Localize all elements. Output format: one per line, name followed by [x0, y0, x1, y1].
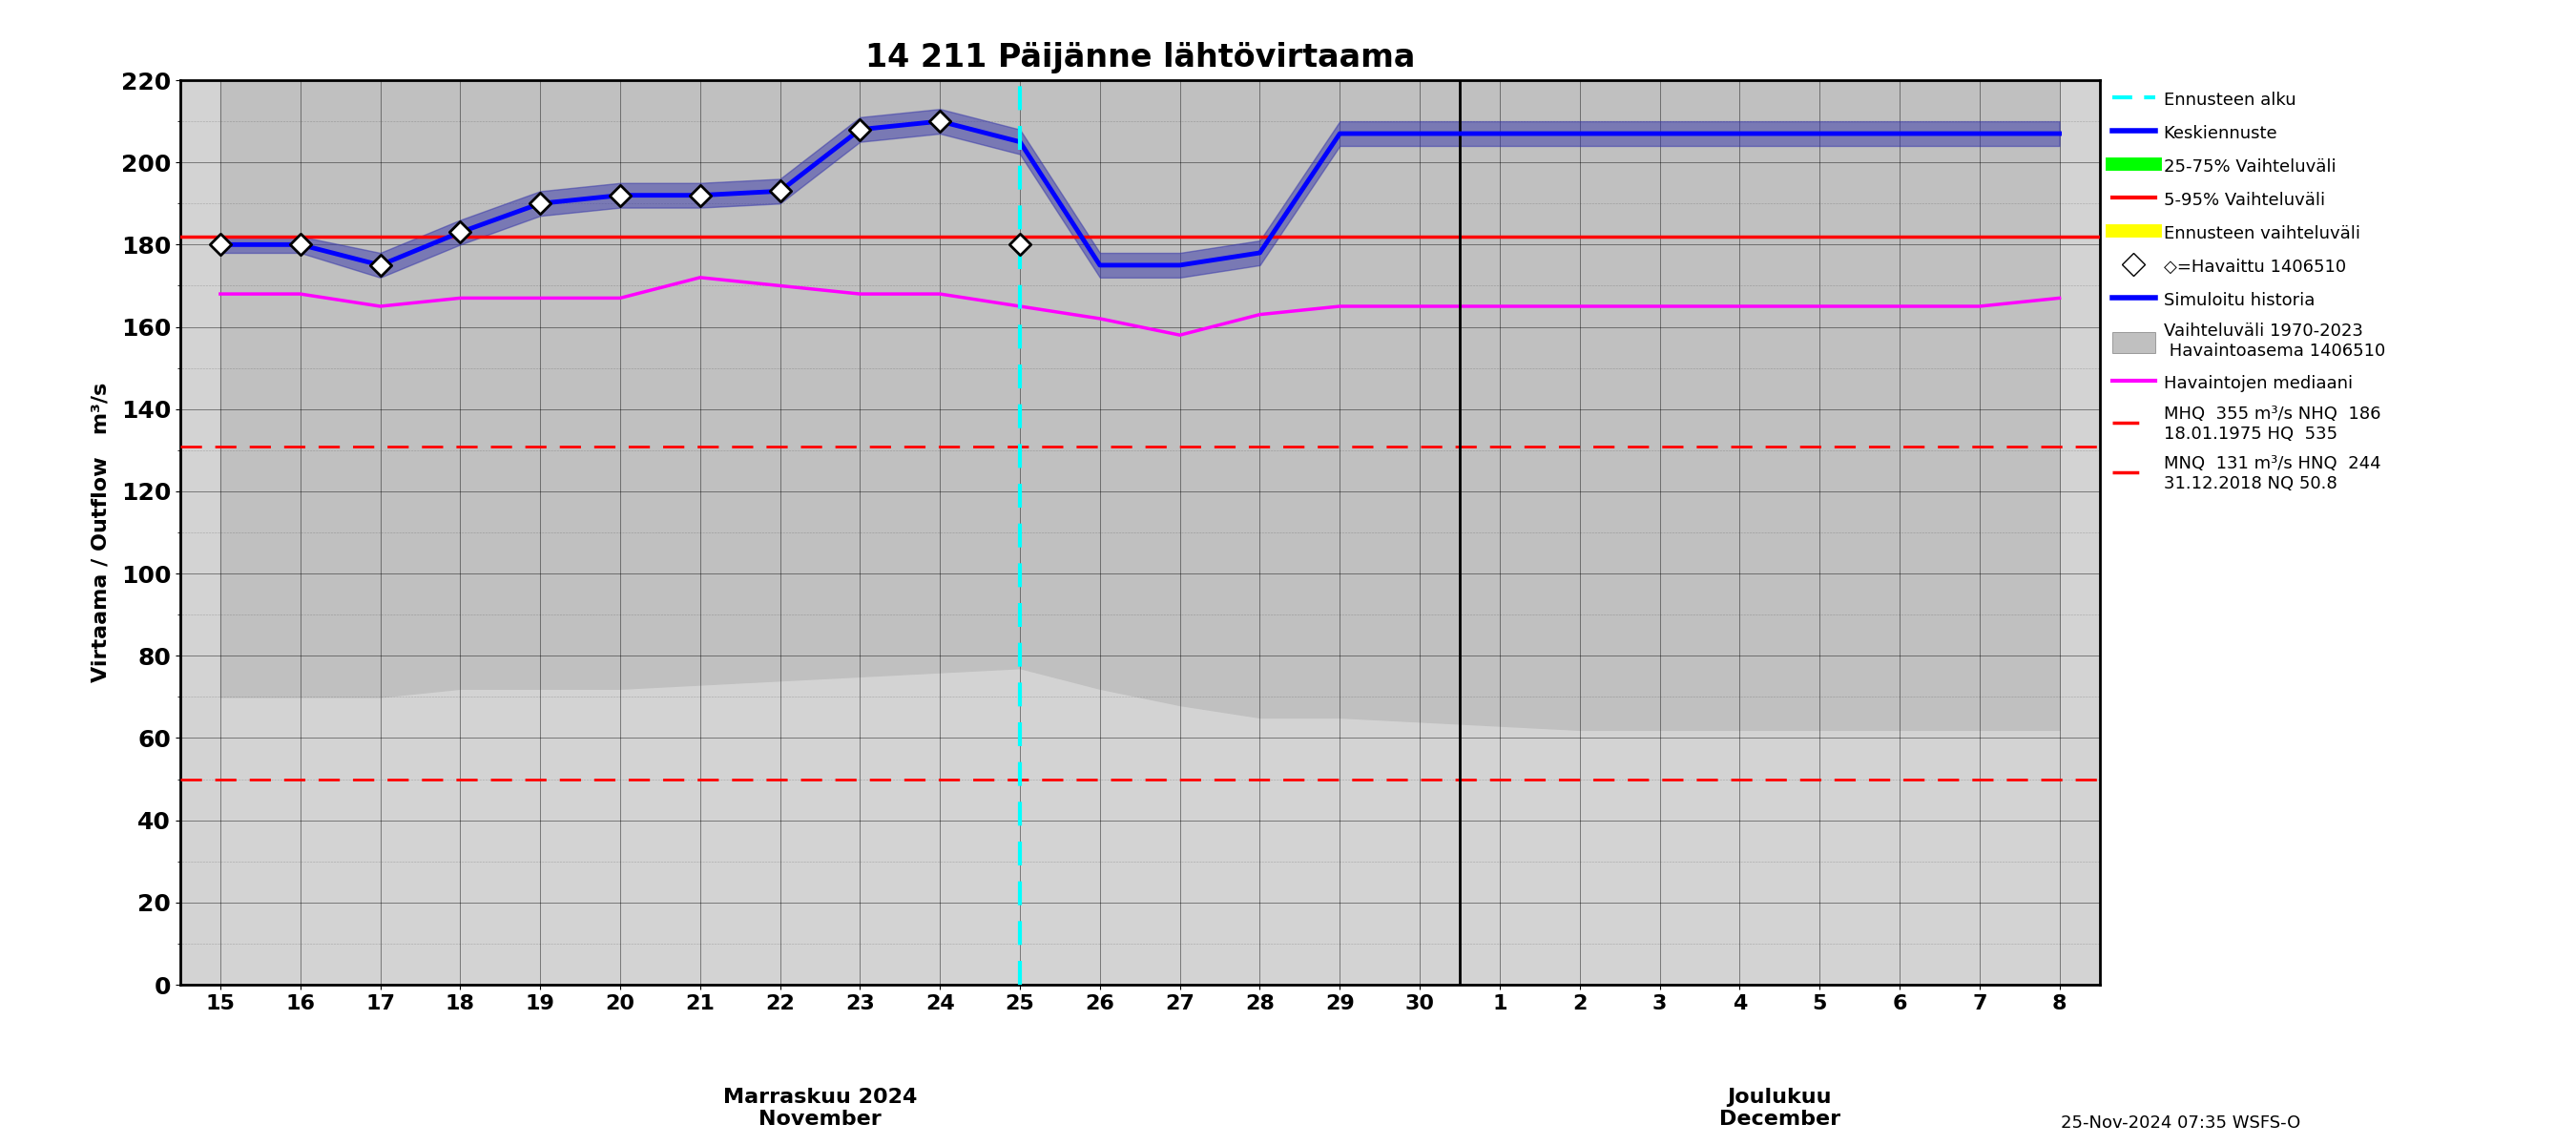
- Point: [440, 223, 482, 242]
- Point: [281, 236, 322, 254]
- Point: [920, 112, 961, 131]
- Point: [760, 182, 801, 200]
- Text: Joulukuu
December: Joulukuu December: [1718, 1088, 1839, 1129]
- Text: Marraskuu 2024
November: Marraskuu 2024 November: [724, 1088, 917, 1129]
- Point: [361, 256, 402, 275]
- Point: [680, 187, 721, 205]
- Point: [201, 236, 242, 254]
- Text: 25-Nov-2024 07:35 WSFS-O: 25-Nov-2024 07:35 WSFS-O: [2061, 1114, 2300, 1131]
- Title: 14 211 Päijänne lähtövirtaama: 14 211 Päijänne lähtövirtaama: [866, 42, 1414, 73]
- Point: [840, 120, 881, 139]
- Point: [999, 236, 1041, 254]
- Point: [600, 187, 641, 205]
- Point: [520, 195, 562, 213]
- Y-axis label: Virtaama / Outflow   m³/s: Virtaama / Outflow m³/s: [90, 382, 111, 682]
- Legend: Ennusteen alku, Keskiennuste, 25-75% Vaihteluväli, 5-95% Vaihteluväli, Ennusteen: Ennusteen alku, Keskiennuste, 25-75% Vai…: [2112, 89, 2385, 492]
